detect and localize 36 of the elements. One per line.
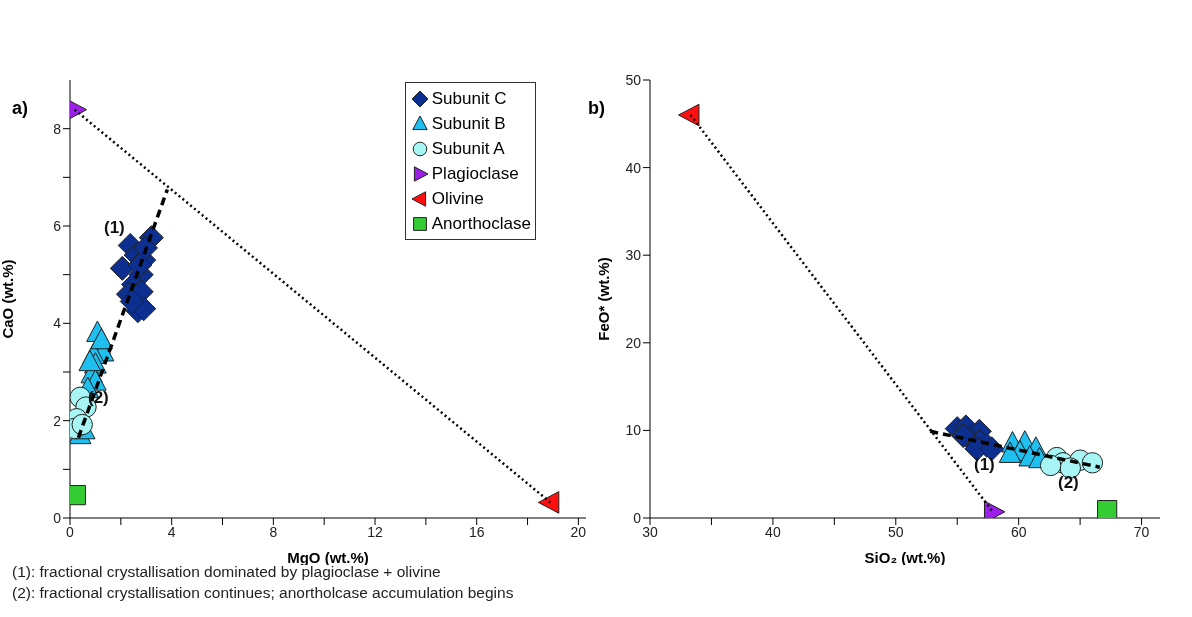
y-tick-label: 4 xyxy=(53,315,62,332)
y-tick-label: 0 xyxy=(53,509,62,526)
y-tick-label: 2 xyxy=(53,412,62,429)
y-tick-label: 30 xyxy=(625,247,642,264)
y-tick-label: 50 xyxy=(625,71,642,88)
annotation: (1) xyxy=(974,455,995,475)
annotation: (2) xyxy=(1058,473,1079,493)
x-tick-label: 30 xyxy=(642,523,658,540)
y-tick-label: 6 xyxy=(53,217,62,234)
x-tick-label: 70 xyxy=(1133,523,1150,540)
legend-label: Subunit A xyxy=(431,138,505,159)
legend-label: Subunit C xyxy=(431,88,507,109)
x-tick-label: 16 xyxy=(468,523,485,540)
y-tick-label: 8 xyxy=(53,120,62,137)
annotation: (1) xyxy=(104,218,125,238)
x-tick-label: 50 xyxy=(887,523,904,540)
y-axis-title: CaO (wt.%) xyxy=(0,259,17,339)
y-axis-title: FeO* (wt.%) xyxy=(595,257,613,341)
x-tick-label: 4 xyxy=(167,523,176,540)
x-tick-label: 20 xyxy=(570,523,587,540)
text: b) xyxy=(588,98,605,119)
legend-label: Olivine xyxy=(431,188,484,209)
y-tick-label: 0 xyxy=(633,509,642,526)
legend-label: Anorthoclase xyxy=(431,213,531,234)
x-tick-label: 60 xyxy=(1010,523,1027,540)
x-tick-label: 0 xyxy=(66,523,75,540)
x-tick-label: 8 xyxy=(269,523,278,540)
text: (2): fractional crystallisation continues; anortholcase accumulation begins xyxy=(12,584,514,602)
legend-label: Subunit B xyxy=(431,113,506,134)
y-tick-label: 10 xyxy=(625,422,642,439)
x-tick-label: 40 xyxy=(765,523,781,540)
y-tick-label: 20 xyxy=(625,334,642,351)
y-tick-label: 40 xyxy=(625,159,642,176)
x-tick-label: 12 xyxy=(367,523,384,540)
text: a) xyxy=(12,98,29,119)
legend-label: Plagioclase xyxy=(431,163,519,184)
